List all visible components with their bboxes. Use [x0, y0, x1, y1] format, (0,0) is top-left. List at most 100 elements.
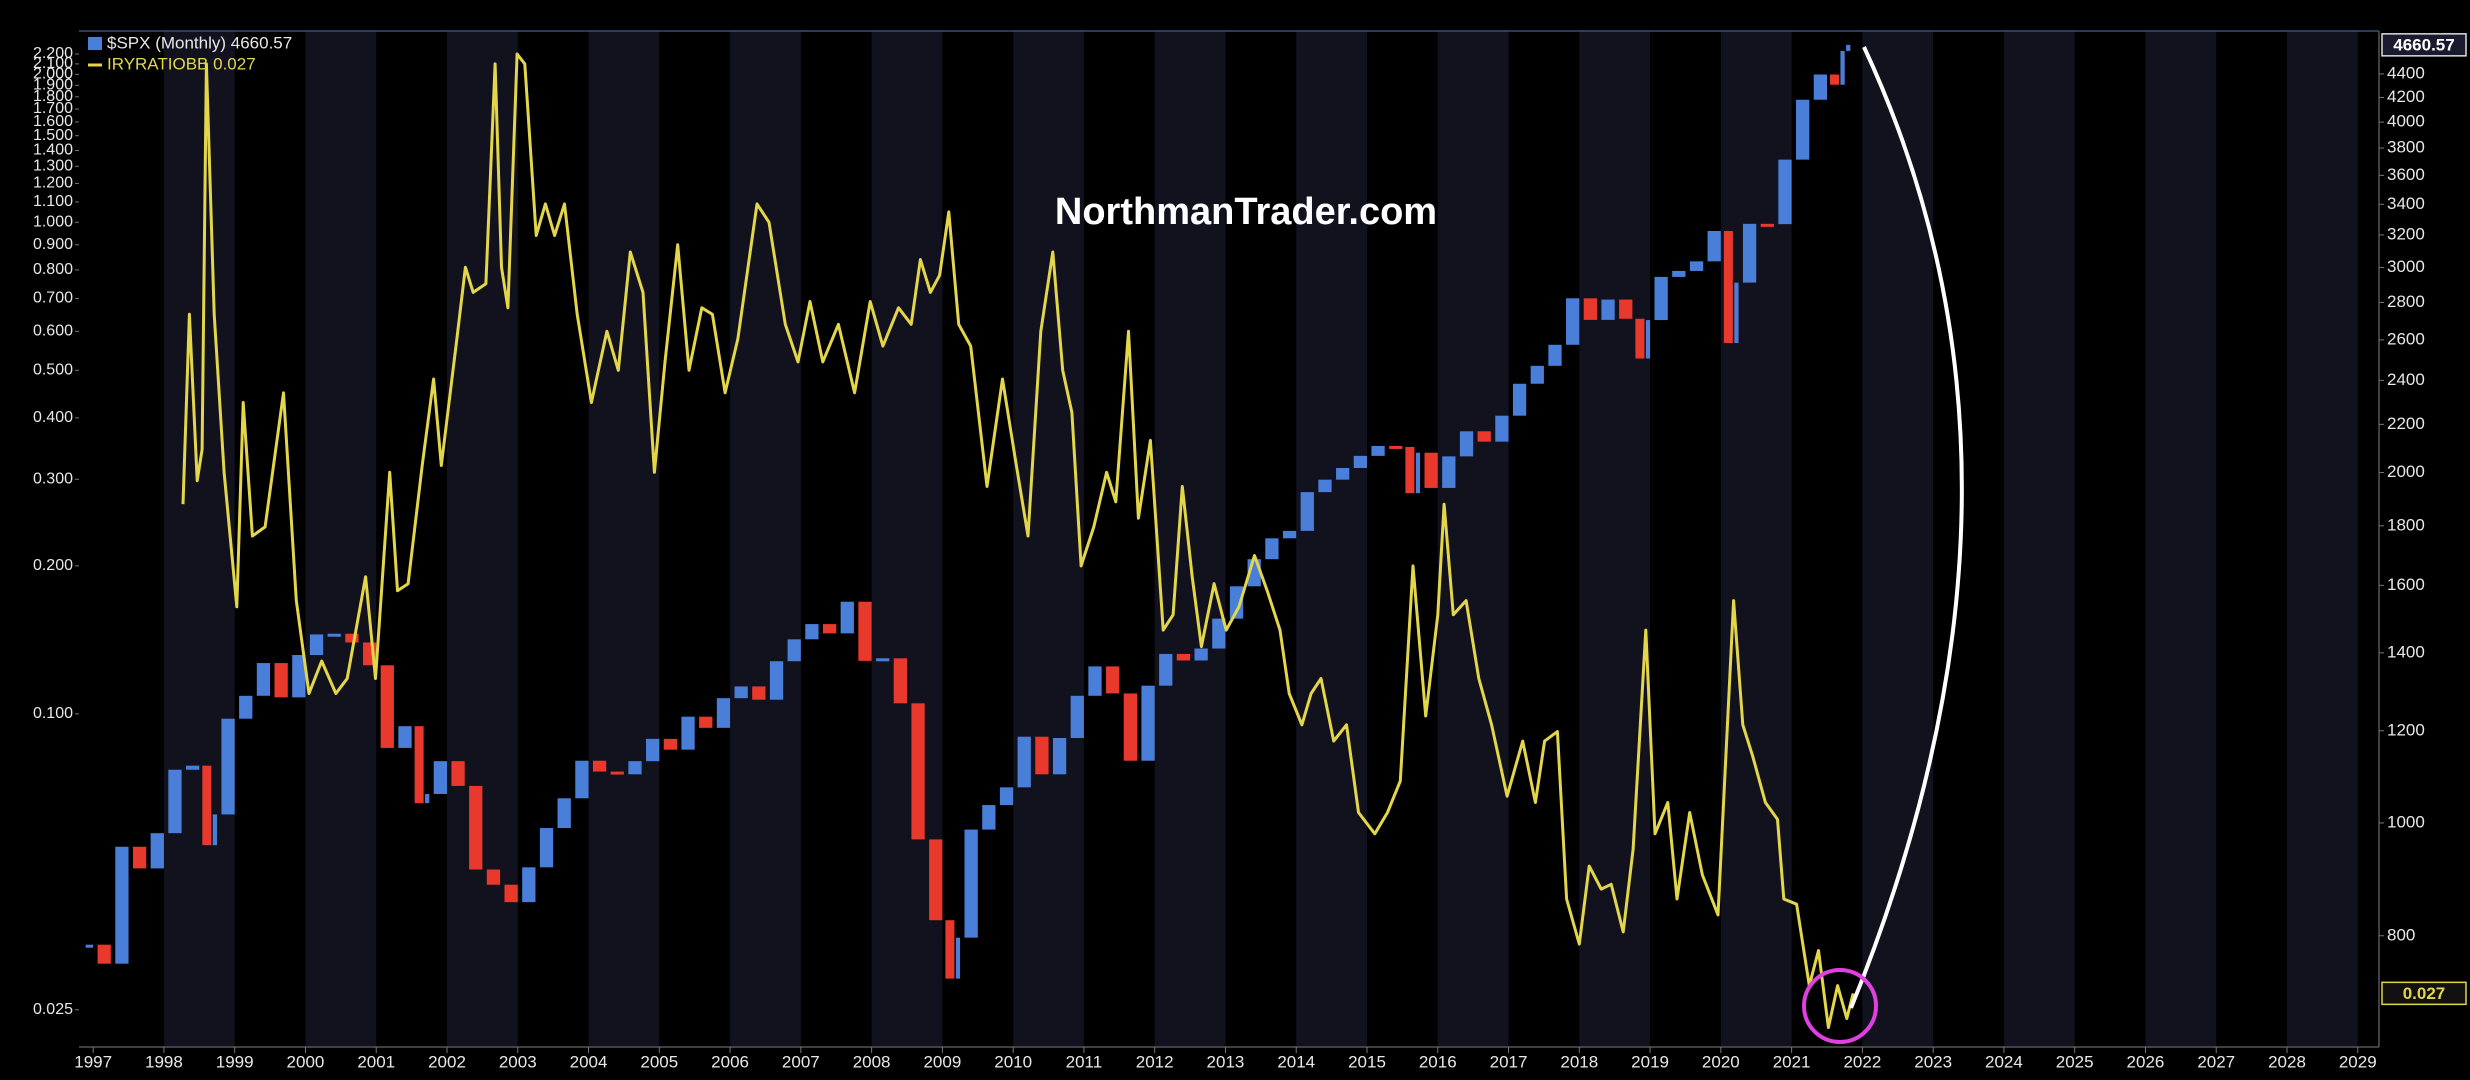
candle: [486, 869, 501, 885]
candle: [469, 785, 483, 870]
candle: [150, 833, 164, 869]
y-tick-label: 1.000: [33, 214, 73, 231]
x-tick-label: 2027: [2197, 1052, 2235, 1071]
candle: [539, 828, 554, 868]
candle: [1017, 736, 1031, 788]
candle: [681, 716, 695, 750]
x-tick-label: 2012: [1136, 1052, 1174, 1071]
x-tick-label: 2019: [1631, 1052, 1669, 1071]
candle: [1459, 431, 1474, 457]
candle: [1778, 159, 1792, 225]
candle: [202, 765, 212, 846]
x-tick-label: 2005: [640, 1052, 678, 1071]
year-band: [730, 31, 801, 1047]
candle: [97, 944, 111, 964]
candle: [734, 686, 748, 699]
candle: [168, 769, 182, 834]
legend-entry: $SPX (Monthly) 4660.57: [107, 33, 292, 52]
y-tick-label: 1.400: [33, 142, 73, 159]
last-value-box: [2381, 33, 2467, 57]
y-tick-label: 1.300: [33, 158, 73, 175]
candle: [840, 601, 854, 634]
last-value-label: 0.027: [2403, 984, 2446, 1003]
candle: [212, 814, 217, 846]
candle: [1088, 666, 1102, 696]
candle: [1495, 415, 1509, 442]
candle: [1415, 452, 1421, 494]
candle: [945, 920, 955, 979]
candle: [876, 658, 890, 662]
y-tick-label: 0.700: [33, 290, 73, 307]
x-tick-label: 2021: [1773, 1052, 1811, 1071]
candle: [1601, 299, 1615, 320]
candle: [221, 718, 235, 815]
candle: [911, 703, 925, 840]
candle: [433, 761, 447, 794]
y-tick-label: 0.300: [33, 471, 73, 488]
y-tick-label: 1.600: [33, 113, 73, 130]
candle: [663, 738, 677, 750]
y-tick-label: 0.200: [33, 557, 73, 574]
y2-tick-label: 1800: [2387, 515, 2425, 534]
x-tick-label: 1997: [74, 1052, 112, 1071]
candle: [628, 761, 642, 775]
y-tick-label: 2.200: [33, 45, 73, 62]
year-band: [1154, 31, 1226, 1047]
candle: [1760, 223, 1774, 227]
candle: [1566, 298, 1580, 345]
candle: [1654, 276, 1668, 321]
candle: [1141, 685, 1155, 761]
y2-tick-label: 1000: [2387, 812, 2425, 831]
year-band: [163, 31, 235, 1047]
y-tick-label: 0.500: [33, 361, 73, 378]
candle: [699, 716, 713, 728]
candle: [822, 624, 837, 634]
candle: [1405, 446, 1415, 494]
y2-tick-label: 1400: [2387, 642, 2425, 661]
x-tick-label: 2028: [2268, 1052, 2306, 1071]
y-tick-label: 1.700: [33, 100, 73, 117]
year-band: [447, 31, 518, 1047]
y-tick-label: 0.025: [33, 1001, 73, 1018]
candle: [1176, 653, 1191, 661]
y-tick-label: 1.800: [33, 88, 73, 105]
candle: [451, 761, 465, 786]
candle: [309, 634, 324, 656]
candle: [425, 793, 430, 804]
candle: [1159, 653, 1173, 686]
candle: [256, 663, 271, 696]
x-tick-label: 2007: [782, 1052, 820, 1071]
candle: [345, 633, 359, 643]
y2-tick-label: 2800: [2387, 292, 2425, 311]
candle: [1583, 298, 1597, 320]
y2-tick-label: 1200: [2387, 720, 2425, 739]
year-band: [1862, 31, 1934, 1047]
candle: [1035, 736, 1049, 775]
candle: [1512, 383, 1527, 416]
x-tick-label: 2024: [1985, 1052, 2023, 1071]
year-band: [2287, 31, 2358, 1047]
y2-tick-label: 4200: [2387, 87, 2425, 106]
x-tick-label: 2026: [2127, 1052, 2165, 1071]
x-tick-label: 2018: [1560, 1052, 1598, 1071]
watermark: NorthmanTrader.com: [1055, 191, 1437, 233]
candle: [1300, 492, 1314, 531]
y2-tick-label: 3800: [2387, 138, 2425, 157]
candle: [1194, 648, 1208, 661]
x-tick-label: 2015: [1348, 1052, 1386, 1071]
candle: [769, 661, 784, 700]
x-tick-label: 1999: [216, 1052, 254, 1071]
candle: [380, 665, 394, 748]
candle: [716, 698, 731, 728]
x-tick-label: 2029: [2339, 1052, 2377, 1071]
x-tick-label: 2025: [2056, 1052, 2094, 1071]
candle: [999, 787, 1014, 806]
candle: [1830, 74, 1840, 85]
y2-tick-label: 4000: [2387, 112, 2425, 131]
candle: [1734, 282, 1739, 344]
year-band: [1437, 31, 1509, 1047]
candle: [1846, 44, 1851, 51]
candle: [327, 633, 341, 637]
candle: [239, 695, 253, 719]
